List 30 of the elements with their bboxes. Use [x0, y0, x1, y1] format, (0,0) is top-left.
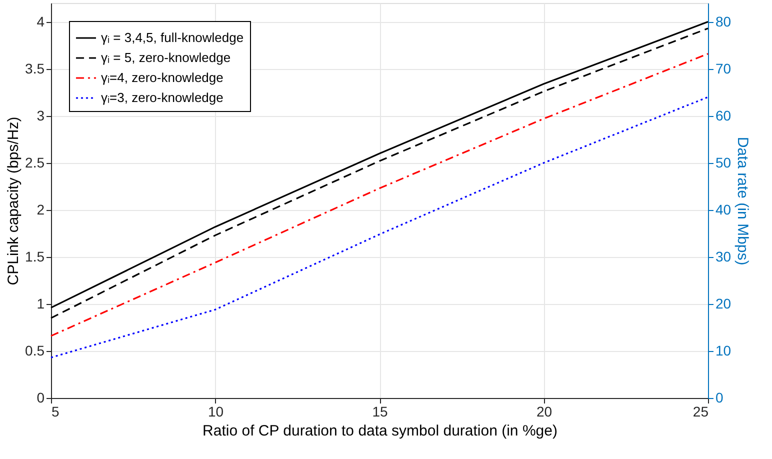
y2-tick-label: 80: [716, 13, 732, 30]
y2-axis-title: Data rate (in Mbps): [734, 136, 752, 266]
legend-label: γᵢ = 5, zero-knowledge: [101, 50, 231, 65]
y-tick-label: 0: [36, 390, 45, 406]
y-tick-label: 1.5: [25, 248, 45, 264]
legend-label: γᵢ = 3,4,5, full-knowledge: [101, 30, 244, 45]
y-tick-label: 4: [36, 13, 45, 30]
y2-tick-label: 70: [716, 60, 732, 76]
y2-tick-label: 0: [716, 390, 724, 406]
y2-tick-label: 20: [716, 295, 732, 312]
y2-tick-label: 30: [716, 248, 732, 264]
x-axis-title: Ratio of CP duration to data symbol duration (in %ge): [202, 422, 558, 440]
y2-tick-label: 50: [716, 154, 732, 170]
y-tick-label: 3: [36, 107, 45, 124]
x-tick-label: 10: [208, 404, 224, 420]
y-tick-label: 1: [36, 295, 45, 312]
y2-tick-label: 60: [716, 107, 732, 124]
y-tick-label: 3.5: [25, 60, 45, 76]
y-tick-label: 2: [36, 201, 45, 218]
x-tick-label: 15: [372, 404, 388, 420]
y-axis-title: CPLink capacity (bps/Hz): [5, 116, 22, 286]
legend-label: γᵢ=4, zero-knowledge: [101, 70, 224, 85]
x-tick-label: 20: [536, 404, 552, 420]
y-tick-label: 0.5: [25, 342, 45, 358]
y-tick-label: 2.5: [25, 154, 45, 170]
y2-tick-label: 40: [716, 201, 732, 218]
y2-tick-label: 10: [716, 342, 732, 358]
x-tick-label: 25: [692, 404, 709, 420]
legend-label: γᵢ=3, zero-knowledge: [101, 90, 224, 105]
x-tick-label: 5: [52, 404, 60, 420]
